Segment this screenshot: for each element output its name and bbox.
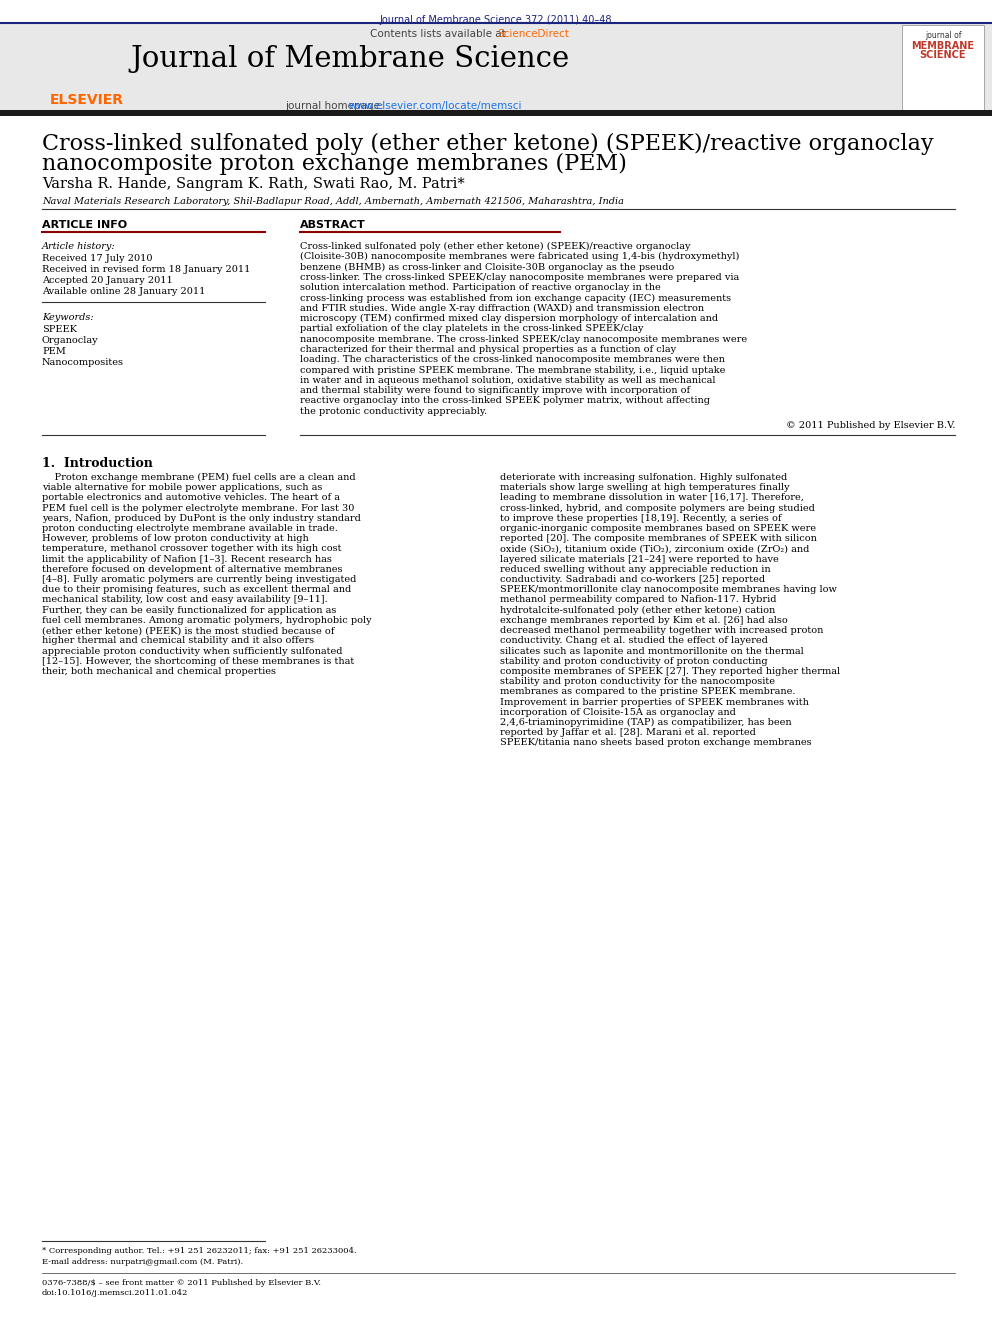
Text: PEM: PEM	[42, 347, 65, 356]
Text: leading to membrane dissolution in water [16,17]. Therefore,: leading to membrane dissolution in water…	[500, 493, 804, 503]
Text: Article history:: Article history:	[42, 242, 116, 251]
Text: proton conducting electrolyte membrane available in trade.: proton conducting electrolyte membrane a…	[42, 524, 338, 533]
Text: conductivity. Sadrabadi and co-workers [25] reported: conductivity. Sadrabadi and co-workers […	[500, 576, 765, 583]
Text: due to their promising features, such as excellent thermal and: due to their promising features, such as…	[42, 585, 351, 594]
Text: partial exfoliation of the clay platelets in the cross-linked SPEEK/clay: partial exfoliation of the clay platelet…	[300, 324, 644, 333]
Text: ARTICLE INFO: ARTICLE INFO	[42, 220, 127, 230]
Text: their, both mechanical and chemical properties: their, both mechanical and chemical prop…	[42, 667, 276, 676]
Text: limit the applicability of Nafion [1–3]. Recent research has: limit the applicability of Nafion [1–3].…	[42, 554, 332, 564]
Text: www.elsevier.com/locate/memsci: www.elsevier.com/locate/memsci	[349, 101, 523, 111]
Text: Cross-linked sulfonated poly (ether ether ketone) (SPEEK)/reactive organoclay: Cross-linked sulfonated poly (ether ethe…	[300, 242, 690, 251]
Text: 2,4,6-triaminopyrimidine (TAP) as compatibilizer, has been: 2,4,6-triaminopyrimidine (TAP) as compat…	[500, 718, 792, 728]
Text: exchange membranes reported by Kim et al. [26] had also: exchange membranes reported by Kim et al…	[500, 617, 788, 624]
Text: Received 17 July 2010: Received 17 July 2010	[42, 254, 153, 263]
Text: journal homepage:: journal homepage:	[285, 101, 387, 111]
Text: membranes as compared to the pristine SPEEK membrane.: membranes as compared to the pristine SP…	[500, 688, 796, 696]
Text: reduced swelling without any appreciable reduction in: reduced swelling without any appreciable…	[500, 565, 771, 574]
Text: SCIENCE: SCIENCE	[920, 50, 966, 60]
Text: E-mail address: nurpatri@gmail.com (M. Patri).: E-mail address: nurpatri@gmail.com (M. P…	[42, 1258, 243, 1266]
Text: Contents lists available at: Contents lists available at	[370, 29, 509, 38]
Text: oxide (SiO₂), titanium oxide (TiO₂), zirconium oxide (ZrO₂) and: oxide (SiO₂), titanium oxide (TiO₂), zir…	[500, 545, 809, 553]
Text: Cross-linked sulfonated poly (ether ether ketone) (SPEEK)/reactive organoclay: Cross-linked sulfonated poly (ether ethe…	[42, 134, 933, 155]
Text: to improve these properties [18,19]. Recently, a series of: to improve these properties [18,19]. Rec…	[500, 513, 782, 523]
FancyBboxPatch shape	[902, 25, 984, 111]
Text: MEMBRANE: MEMBRANE	[912, 41, 974, 52]
Text: in water and in aqueous methanol solution, oxidative stability as well as mechan: in water and in aqueous methanol solutio…	[300, 376, 715, 385]
Text: mechanical stability, low cost and easy availability [9–11].: mechanical stability, low cost and easy …	[42, 595, 327, 605]
Text: © 2011 Published by Elsevier B.V.: © 2011 Published by Elsevier B.V.	[786, 421, 955, 430]
Text: [12–15]. However, the shortcoming of these membranes is that: [12–15]. However, the shortcoming of the…	[42, 656, 354, 665]
Text: Journal of Membrane Science: Journal of Membrane Science	[130, 45, 569, 73]
Text: organic-inorganic composite membranes based on SPEEK were: organic-inorganic composite membranes ba…	[500, 524, 816, 533]
Text: temperature, methanol crossover together with its high cost: temperature, methanol crossover together…	[42, 545, 341, 553]
Text: reactive organoclay into the cross-linked SPEEK polymer matrix, without affectin: reactive organoclay into the cross-linke…	[300, 397, 710, 406]
Text: portable electronics and automotive vehicles. The heart of a: portable electronics and automotive vehi…	[42, 493, 340, 503]
Text: journal of: journal of	[925, 30, 961, 40]
Text: the protonic conductivity appreciably.: the protonic conductivity appreciably.	[300, 406, 487, 415]
Text: fuel cell membranes. Among aromatic polymers, hydrophobic poly: fuel cell membranes. Among aromatic poly…	[42, 617, 372, 624]
Text: silicates such as laponite and montmorillonite on the thermal: silicates such as laponite and montmoril…	[500, 647, 804, 655]
Text: years, Nafion, produced by DuPont is the only industry standard: years, Nafion, produced by DuPont is the…	[42, 513, 361, 523]
Text: deteriorate with increasing sulfonation. Highly sulfonated: deteriorate with increasing sulfonation.…	[500, 474, 788, 482]
Text: viable alternative for mobile power applications, such as: viable alternative for mobile power appl…	[42, 483, 322, 492]
Text: Improvement in barrier properties of SPEEK membranes with: Improvement in barrier properties of SPE…	[500, 697, 808, 706]
Text: layered silicate materials [21–24] were reported to have: layered silicate materials [21–24] were …	[500, 554, 779, 564]
Text: hydrotalcite-sulfonated poly (ether ether ketone) cation: hydrotalcite-sulfonated poly (ether ethe…	[500, 606, 776, 615]
Text: therefore focused on development of alternative membranes: therefore focused on development of alte…	[42, 565, 342, 574]
Text: benzene (BHMB) as cross-linker and Cloisite-30B organoclay as the pseudo: benzene (BHMB) as cross-linker and Clois…	[300, 262, 675, 271]
Text: SPEEK: SPEEK	[42, 325, 77, 333]
Text: and thermal stability were found to significantly improve with incorporation of: and thermal stability were found to sign…	[300, 386, 690, 396]
Text: Varsha R. Hande, Sangram K. Rath, Swati Rao, M. Patri*: Varsha R. Hande, Sangram K. Rath, Swati …	[42, 177, 464, 191]
Text: PEM fuel cell is the polymer electrolyte membrane. For last 30: PEM fuel cell is the polymer electrolyte…	[42, 504, 354, 513]
Text: solution intercalation method. Participation of reactive organoclay in the: solution intercalation method. Participa…	[300, 283, 661, 292]
Text: Organoclay: Organoclay	[42, 336, 98, 345]
Text: (ether ether ketone) (PEEK) is the most studied because of: (ether ether ketone) (PEEK) is the most …	[42, 626, 334, 635]
Text: materials show large swelling at high temperatures finally: materials show large swelling at high te…	[500, 483, 790, 492]
Text: reported [20]. The composite membranes of SPEEK with silicon: reported [20]. The composite membranes o…	[500, 534, 816, 544]
Text: Naval Materials Research Laboratory, Shil-Badlapur Road, Addl, Ambernath, Ambern: Naval Materials Research Laboratory, Shi…	[42, 197, 624, 206]
Text: However, problems of low proton conductivity at high: However, problems of low proton conducti…	[42, 534, 309, 544]
Text: decreased methanol permeability together with increased proton: decreased methanol permeability together…	[500, 626, 823, 635]
Text: ELSEVIER: ELSEVIER	[50, 93, 124, 107]
Text: characterized for their thermal and physical properties as a function of clay: characterized for their thermal and phys…	[300, 345, 677, 355]
FancyBboxPatch shape	[0, 110, 992, 116]
Text: Received in revised form 18 January 2011: Received in revised form 18 January 2011	[42, 265, 250, 274]
Text: loading. The characteristics of the cross-linked nanocomposite membranes were th: loading. The characteristics of the cros…	[300, 356, 725, 364]
Text: conductivity. Chang et al. studied the effect of layered: conductivity. Chang et al. studied the e…	[500, 636, 768, 646]
Text: higher thermal and chemical stability and it also offers: higher thermal and chemical stability an…	[42, 636, 314, 646]
Text: compared with pristine SPEEK membrane. The membrane stability, i.e., liquid upta: compared with pristine SPEEK membrane. T…	[300, 365, 725, 374]
Text: SPEEK/montmorillonite clay nanocomposite membranes having low: SPEEK/montmorillonite clay nanocomposite…	[500, 585, 837, 594]
FancyBboxPatch shape	[0, 22, 992, 112]
Text: cross-linker. The cross-linked SPEEK/clay nanocomposite membranes were prepared : cross-linker. The cross-linked SPEEK/cla…	[300, 273, 739, 282]
Text: Further, they can be easily functionalized for application as: Further, they can be easily functionaliz…	[42, 606, 336, 615]
Text: * Corresponding author. Tel.: +91 251 26232011; fax: +91 251 26233004.: * Corresponding author. Tel.: +91 251 26…	[42, 1248, 357, 1256]
Text: Proton exchange membrane (PEM) fuel cells are a clean and: Proton exchange membrane (PEM) fuel cell…	[42, 474, 355, 482]
Text: microscopy (TEM) confirmed mixed clay dispersion morphology of intercalation and: microscopy (TEM) confirmed mixed clay di…	[300, 314, 718, 323]
Text: ABSTRACT: ABSTRACT	[300, 220, 366, 230]
Text: cross-linked, hybrid, and composite polymers are being studied: cross-linked, hybrid, and composite poly…	[500, 504, 814, 513]
Text: 1.  Introduction: 1. Introduction	[42, 458, 153, 470]
Text: composite membranes of SPEEK [27]. They reported higher thermal: composite membranes of SPEEK [27]. They …	[500, 667, 840, 676]
Text: Accepted 20 January 2011: Accepted 20 January 2011	[42, 277, 173, 284]
Text: methanol permeability compared to Nafion-117. Hybrid: methanol permeability compared to Nafion…	[500, 595, 777, 605]
Text: cross-linking process was established from ion exchange capacity (IEC) measureme: cross-linking process was established fr…	[300, 294, 731, 303]
Text: stability and proton conductivity of proton conducting: stability and proton conductivity of pro…	[500, 656, 768, 665]
Text: Journal of Membrane Science 372 (2011) 40–48: Journal of Membrane Science 372 (2011) 4…	[380, 15, 612, 25]
Text: (Cloisite-30B) nanocomposite membranes were fabricated using 1,4-bis (hydroxymet: (Cloisite-30B) nanocomposite membranes w…	[300, 253, 739, 262]
Text: nanocomposite proton exchange membranes (PEM): nanocomposite proton exchange membranes …	[42, 153, 627, 175]
Text: Nanocomposites: Nanocomposites	[42, 359, 124, 366]
Text: Available online 28 January 2011: Available online 28 January 2011	[42, 287, 205, 296]
Text: doi:10.1016/j.memsci.2011.01.042: doi:10.1016/j.memsci.2011.01.042	[42, 1289, 188, 1297]
Text: 0376-7388/$ – see front matter © 2011 Published by Elsevier B.V.: 0376-7388/$ – see front matter © 2011 Pu…	[42, 1279, 321, 1287]
Text: and FTIR studies. Wide angle X-ray diffraction (WAXD) and transmission electron: and FTIR studies. Wide angle X-ray diffr…	[300, 304, 704, 314]
Text: appreciable proton conductivity when sufficiently sulfonated: appreciable proton conductivity when suf…	[42, 647, 342, 655]
Text: stability and proton conductivity for the nanocomposite: stability and proton conductivity for th…	[500, 677, 775, 687]
Text: reported by Jaffar et al. [28]. Marani et al. reported: reported by Jaffar et al. [28]. Marani e…	[500, 728, 756, 737]
Text: incorporation of Cloisite-15A as organoclay and: incorporation of Cloisite-15A as organoc…	[500, 708, 736, 717]
Text: SPEEK/titania nano sheets based proton exchange membranes: SPEEK/titania nano sheets based proton e…	[500, 738, 811, 747]
Text: Keywords:: Keywords:	[42, 314, 93, 321]
Text: ScienceDirect: ScienceDirect	[497, 29, 568, 38]
Text: nanocomposite membrane. The cross-linked SPEEK/clay nanocomposite membranes were: nanocomposite membrane. The cross-linked…	[300, 335, 747, 344]
Text: [4–8]. Fully aromatic polymers are currently being investigated: [4–8]. Fully aromatic polymers are curre…	[42, 576, 356, 583]
